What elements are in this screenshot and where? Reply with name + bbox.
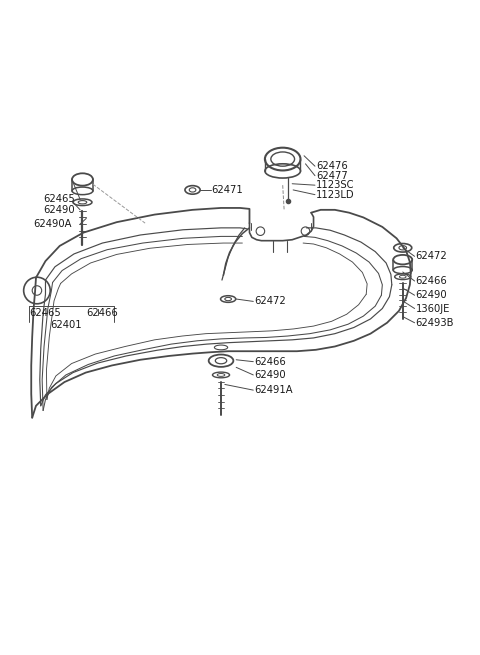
Text: 62490: 62490 bbox=[254, 370, 286, 380]
Text: 62466: 62466 bbox=[86, 309, 118, 318]
Text: 62465: 62465 bbox=[29, 309, 60, 318]
Text: 62472: 62472 bbox=[416, 252, 447, 261]
Text: 1360JE: 1360JE bbox=[416, 303, 450, 314]
Text: 62465: 62465 bbox=[43, 195, 75, 204]
Text: 62477: 62477 bbox=[316, 171, 348, 181]
Text: 62476: 62476 bbox=[316, 161, 348, 171]
Text: 62490: 62490 bbox=[416, 290, 447, 300]
Text: 1123LD: 1123LD bbox=[316, 190, 355, 200]
Text: 62471: 62471 bbox=[212, 185, 243, 195]
Text: 62466: 62466 bbox=[254, 357, 286, 367]
Text: 62493B: 62493B bbox=[416, 318, 454, 328]
Text: 62491A: 62491A bbox=[254, 385, 293, 395]
Text: 62401: 62401 bbox=[50, 320, 82, 330]
Text: 62466: 62466 bbox=[416, 276, 447, 286]
Text: 1123SC: 1123SC bbox=[316, 180, 354, 190]
Text: 62472: 62472 bbox=[254, 297, 286, 307]
Text: 62490A: 62490A bbox=[34, 219, 72, 229]
Text: 62490: 62490 bbox=[43, 205, 75, 215]
